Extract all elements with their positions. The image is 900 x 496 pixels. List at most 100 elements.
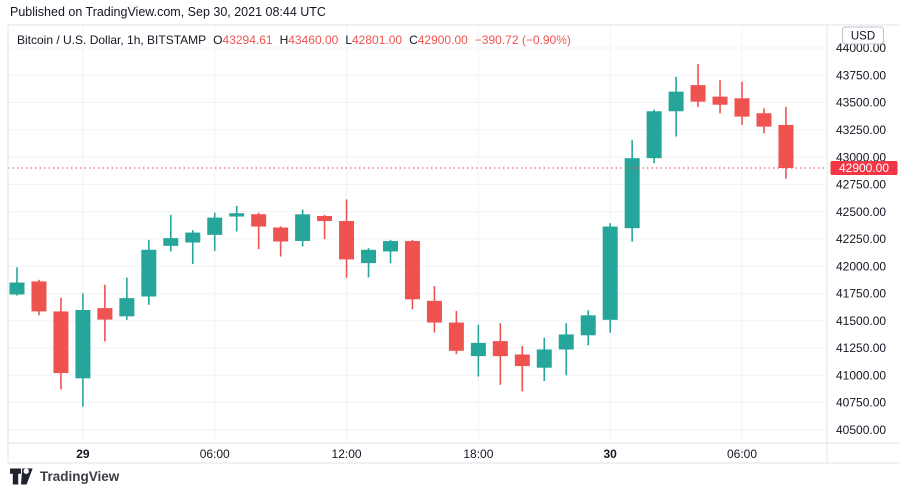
candle-body [251,214,267,227]
time-axis-label: 06:00 [200,447,230,461]
candle [426,286,442,333]
candle [53,297,69,390]
time-axis-label: 29 [76,447,90,461]
candle-body [295,214,311,241]
price-axis-label: 43500.00 [836,96,886,110]
published-line: Published on TradingView.com, Sep 30, 20… [10,5,326,19]
candle [273,226,289,257]
candle [668,76,684,137]
current-price-badge-label: 42900.00 [839,161,889,175]
candle-body [536,349,552,368]
candle [492,323,508,385]
symbol-title[interactable]: Bitcoin / U.S. Dollar, 1h, BITSTAMP [17,33,207,47]
candle [119,277,135,320]
candle [163,214,179,252]
price-axis-label: 42250.00 [836,232,886,246]
tradingview-logo-icon [10,468,33,485]
candle-body [185,232,201,243]
candle-body [97,308,113,320]
candle [339,199,355,278]
candle-body [163,238,179,246]
candle-body [141,249,157,297]
candle [690,63,706,107]
candle-body [734,98,750,117]
price-axis-label: 41500.00 [836,314,886,328]
candle-body [317,215,333,222]
candle [295,209,311,247]
candle [470,324,486,377]
chart-legend: Bitcoin / U.S. Dollar, 1h, BITSTAMP O4329… [17,33,571,47]
time-axis-label: 06:00 [727,447,757,461]
candle-body [558,334,574,350]
candle [207,212,223,251]
price-axis-label: 42000.00 [836,259,886,273]
candle-body [712,96,728,105]
price-axis-label: 40500.00 [836,423,886,437]
candle [448,310,464,355]
price-axis-label: 41250.00 [836,341,886,355]
candle-body [119,298,135,317]
candle [778,106,794,179]
candle-body [404,241,420,300]
candle [712,80,728,114]
ohlc-close: C42900.00 [409,33,468,47]
current-price-badge [830,160,898,175]
candle-body [53,311,69,374]
time-axis-label: 30 [604,447,618,461]
candle-body [9,282,25,295]
candle-body [602,226,618,320]
candle [251,212,267,250]
candle-body [668,91,684,112]
price-axis-label: 42750.00 [836,178,886,192]
candle [580,310,596,346]
price-axis-label: 44000.00 [836,41,886,55]
price-axis-label: 41750.00 [836,287,886,301]
ohlc-high: H43460.00 [279,33,339,47]
candle [31,279,47,316]
price-axis-label: 43750.00 [836,68,886,82]
time-axis-label: 18:00 [463,447,493,461]
candle [97,284,113,342]
candle [624,139,640,242]
candle-body [339,221,355,260]
candle [734,81,750,125]
candle [9,267,25,296]
currency-unit-box[interactable] [842,26,884,45]
candle-body [470,342,486,357]
currency-unit-label: USD [851,31,875,43]
candle-body [273,227,289,242]
candle-body [426,300,442,323]
candle-body [207,217,223,235]
candle-body [448,322,464,351]
price-axis-label: 43250.00 [836,123,886,137]
candle-body [382,241,398,252]
candle [404,239,420,310]
candle-body [31,281,47,312]
candle [602,223,618,333]
candle [75,293,91,407]
candle-body [756,113,772,127]
candle [756,108,772,134]
candle [558,323,574,376]
candle [141,239,157,305]
candle-body [778,124,794,168]
candle [361,248,377,278]
candle [229,205,245,232]
ohlc-open: O43294.61 [213,33,273,47]
candle [514,346,530,392]
price-axis-label: 40750.00 [836,396,886,410]
candle [317,214,333,240]
ohlc-low: L42801.00 [345,33,403,47]
candle-body [514,354,530,367]
candle-body [229,213,245,217]
tradingview-attribution[interactable]: TradingView [10,468,119,485]
price-axis-label: 43000.00 [836,150,886,164]
price-change: −390.72 (−0.90%) [474,33,571,47]
candle-body [580,315,596,336]
candle-body [75,310,91,379]
price-axis-label: 42500.00 [836,205,886,219]
time-axis-label: 12:00 [332,447,362,461]
candle-body [624,158,640,229]
